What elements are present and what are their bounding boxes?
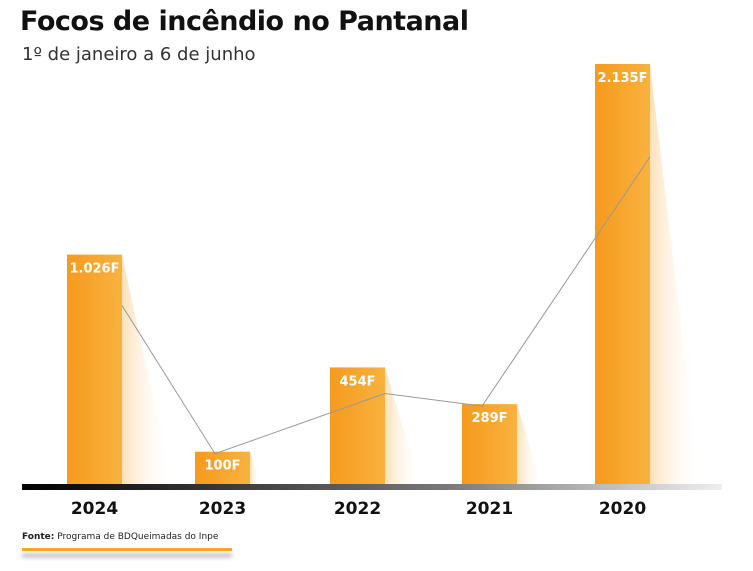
data-label: 454F xyxy=(339,374,375,389)
bar-shadow xyxy=(385,367,421,486)
source-text: Programa de BDQueimadas do Inpe xyxy=(57,532,219,542)
x-axis xyxy=(22,484,722,490)
data-label: 100F xyxy=(204,459,240,474)
source-note: Fonte: Programa de BDQueimadas do Inpe xyxy=(22,532,218,542)
data-label: 2.135F xyxy=(597,71,647,86)
x-tick-label: 2022 xyxy=(334,499,381,519)
bar-shadow xyxy=(650,64,700,486)
bar-2022 xyxy=(330,367,385,486)
connector-line xyxy=(121,156,651,455)
data-label: 289F xyxy=(471,411,507,426)
x-tick-label: 2023 xyxy=(199,499,246,519)
bar-2020 xyxy=(595,64,650,486)
source-label: Fonte: xyxy=(22,532,55,542)
x-tick-label: 2020 xyxy=(599,499,646,519)
bar-shadow xyxy=(250,451,261,486)
chart-subtitle: 1º de janeiro a 6 de junho xyxy=(22,44,256,65)
source-underline xyxy=(22,548,232,551)
x-tick-label: 2024 xyxy=(71,499,118,519)
chart-title: Focos de incêndio no Pantanal xyxy=(20,6,469,37)
data-label: 1.026F xyxy=(69,262,119,277)
x-tick-label: 2021 xyxy=(466,499,513,519)
bar-2021 xyxy=(462,404,517,486)
bar-2023 xyxy=(195,451,250,486)
bar-shadow xyxy=(517,404,542,486)
bar-shadow xyxy=(122,254,172,486)
bar-2024 xyxy=(67,254,122,486)
